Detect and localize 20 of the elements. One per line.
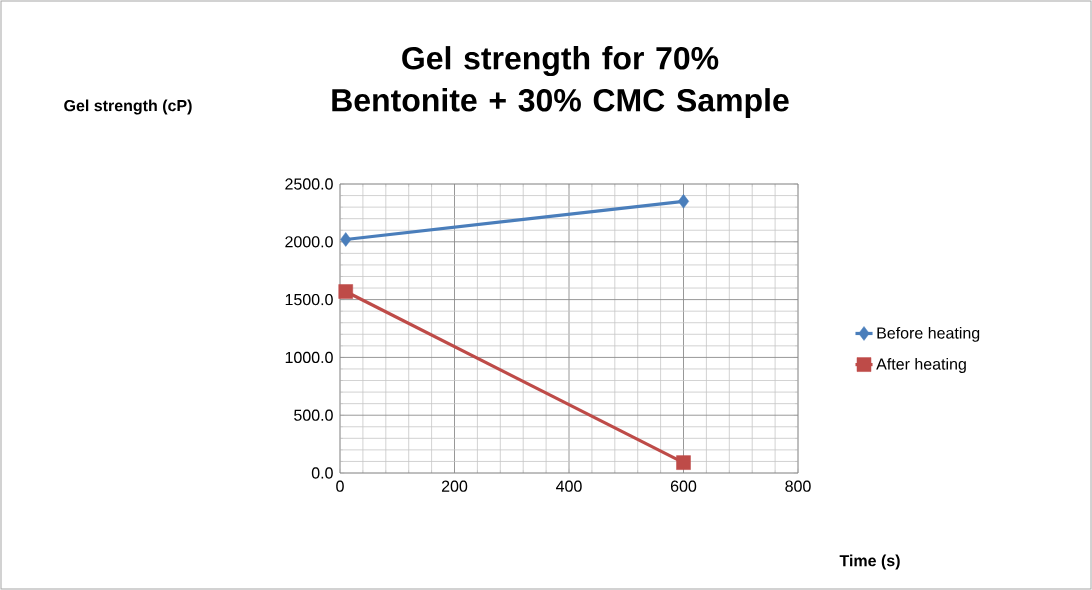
text: Gel strength (cP)	[64, 99, 192, 115]
x-tick-label: 800	[785, 480, 811, 492]
point	[340, 232, 352, 247]
point	[676, 455, 691, 470]
y-tick-label: 1500.0	[285, 293, 333, 306]
legend-label: Before heating	[877, 326, 980, 342]
y-tick-label: 1000.0	[285, 351, 333, 364]
x-tick-label: 600	[670, 480, 697, 492]
x-tick-label: 0	[336, 480, 344, 492]
legend-label: After heating	[876, 358, 966, 373]
chart-title: Gel strength for 70% Bentonite + 30% CMC Sample	[332, 46, 789, 118]
point	[338, 284, 353, 299]
point	[678, 194, 690, 209]
y-tick-label: 2500.0	[285, 178, 333, 190]
y-tick-label: 2000.0	[285, 236, 333, 248]
x-tick-label: 400	[556, 480, 582, 492]
x-axis-title: Time (s)	[839, 554, 900, 570]
y-tick-label: 0.0	[311, 467, 333, 479]
y-tick-label: 500.0	[294, 409, 333, 421]
x-tick-label: 200	[441, 480, 468, 492]
